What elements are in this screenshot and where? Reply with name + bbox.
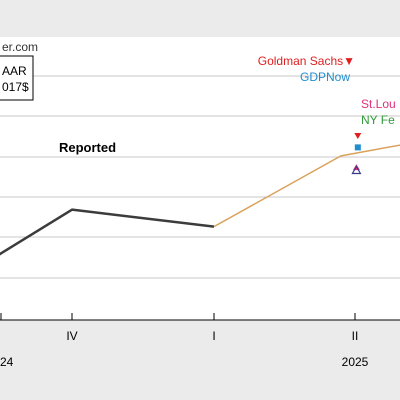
marker-3 [351, 165, 362, 175]
series-layer [0, 144, 400, 256]
marker-label-1: GDPNow [300, 70, 350, 84]
series-line-0 [0, 208, 215, 256]
plot-area [0, 37, 400, 320]
marker-layer: Goldman Sachs▼ GDPNow St.Lou NY Fe [258, 54, 396, 175]
info-box [0, 55, 34, 101]
year-label-2024: 24 [0, 355, 14, 369]
gridlines [0, 75, 400, 279]
marker-label-0: Goldman Sachs▼ [258, 54, 355, 68]
info-box-line-2: 017$ [2, 80, 29, 94]
x-tick-label-3: II [352, 329, 359, 343]
year-label-2025: 2025 [342, 355, 369, 369]
info-box-line-1: AAR [2, 64, 27, 78]
series-label-reported: Reported [59, 140, 116, 155]
series-line-1 [213, 144, 400, 228]
x-ticks: IV I II [0, 313, 359, 343]
source-text: er.com [2, 40, 38, 54]
marker-1 [354, 144, 361, 151]
marker-0 [354, 133, 362, 140]
marker-label-3: NY Fe [361, 113, 395, 127]
x-tick-label-2: I [212, 329, 215, 343]
x-tick-label-1: IV [66, 329, 77, 343]
marker-label-2: St.Lou [361, 97, 396, 111]
